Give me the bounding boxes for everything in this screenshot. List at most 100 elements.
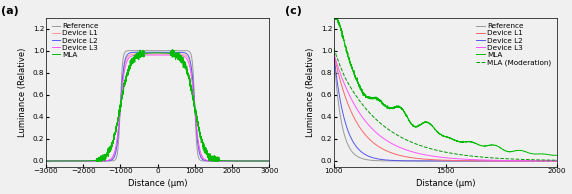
Text: (c): (c): [285, 6, 301, 16]
Line: Reference: Reference: [334, 54, 557, 161]
Reference: [554, 160, 561, 162]
MLA: [331, 16, 337, 18]
Device L1: [266, 160, 273, 162]
Device L2: [128, 51, 135, 54]
MLA (Moderation): [342, 77, 349, 79]
Device L2: [506, 160, 513, 162]
Device L2: [342, 121, 349, 124]
MLA: [93, 160, 100, 162]
Reference: [68, 160, 75, 162]
MLA: [331, 14, 338, 16]
MLA (Moderation): [506, 158, 513, 160]
Device L2: [554, 160, 561, 162]
MLA (Moderation): [547, 159, 554, 161]
Device L1: [81, 160, 88, 162]
MLA: [433, 130, 440, 132]
Line: Device L3: Device L3: [46, 55, 269, 161]
MLA: [237, 160, 244, 162]
Device L1: [331, 53, 337, 55]
Y-axis label: Luminance (Relative): Luminance (Relative): [307, 47, 315, 137]
Device L3: [42, 160, 49, 162]
Reference: [261, 160, 268, 162]
Device L2: [42, 160, 49, 162]
MLA: [547, 154, 554, 156]
Device L1: [433, 159, 440, 161]
X-axis label: Distance (μm): Distance (μm): [128, 179, 187, 188]
Device L3: [138, 54, 145, 56]
Device L3: [331, 53, 337, 55]
Device L2: [261, 160, 268, 162]
Device L3: [237, 160, 244, 162]
Device L2: [266, 160, 273, 162]
Device L2: [547, 160, 554, 162]
Device L1: [68, 160, 75, 162]
Line: Reference: Reference: [46, 51, 269, 161]
Line: MLA: MLA: [334, 15, 557, 155]
Reference: [266, 160, 273, 162]
MLA: [261, 160, 268, 162]
Device L2: [81, 160, 88, 162]
MLA (Moderation): [331, 47, 337, 50]
Reference: [547, 160, 554, 162]
Device L1: [547, 160, 554, 162]
Device L2: [154, 51, 161, 53]
MLA: [128, 60, 135, 63]
Reference: [342, 137, 349, 139]
Legend: Reference, Device L1, Device L2, Device L3, MLA, MLA (Moderation): Reference, Device L1, Device L2, Device …: [474, 21, 554, 68]
MLA: [342, 46, 349, 48]
Device L1: [342, 96, 349, 98]
MLA: [554, 154, 561, 157]
Device L3: [154, 54, 161, 56]
Device L1: [237, 160, 244, 162]
Line: Device L1: Device L1: [334, 54, 557, 161]
MLA: [138, 51, 145, 53]
Device L1: [506, 160, 513, 162]
Line: MLA: MLA: [46, 50, 269, 161]
Device L2: [237, 160, 244, 162]
MLA: [68, 160, 75, 162]
Device L2: [68, 160, 75, 162]
Line: Device L2: Device L2: [46, 52, 269, 161]
MLA: [169, 48, 176, 51]
Device L2: [138, 51, 145, 53]
Reference: [331, 53, 337, 55]
Device L1: [547, 160, 554, 162]
Line: Device L1: Device L1: [46, 54, 269, 161]
Device L2: [439, 160, 446, 162]
Reference: [138, 49, 145, 52]
Y-axis label: Luminance (Relative): Luminance (Relative): [18, 47, 27, 137]
Device L3: [342, 85, 349, 87]
Device L1: [42, 160, 49, 162]
Device L1: [128, 53, 135, 55]
MLA: [266, 160, 273, 162]
Device L2: [433, 160, 440, 162]
MLA (Moderation): [554, 159, 561, 161]
Device L1: [439, 159, 446, 161]
Device L3: [81, 160, 88, 162]
Legend: Reference, Device L1, Device L2, Device L3, MLA: Reference, Device L1, Device L2, Device …: [49, 21, 101, 60]
Reference: [42, 160, 49, 162]
Device L3: [266, 160, 273, 162]
Reference: [128, 49, 135, 52]
Reference: [433, 160, 440, 162]
Device L3: [439, 156, 446, 158]
Device L3: [554, 160, 561, 162]
MLA: [551, 154, 558, 157]
MLA (Moderation): [439, 150, 446, 153]
Device L2: [260, 160, 267, 162]
Reference: [237, 160, 244, 162]
Device L1: [554, 160, 561, 162]
MLA: [547, 154, 554, 156]
Reference: [154, 49, 161, 52]
Reference: [232, 160, 239, 162]
MLA: [42, 160, 49, 162]
Device L2: [331, 53, 337, 55]
Device L3: [68, 160, 75, 162]
X-axis label: Distance (μm): Distance (μm): [416, 179, 475, 188]
Device L3: [547, 160, 554, 162]
MLA (Moderation): [547, 159, 554, 161]
Device L3: [506, 159, 513, 162]
Reference: [547, 160, 554, 162]
Line: MLA (Moderation): MLA (Moderation): [334, 48, 557, 160]
Line: Device L2: Device L2: [334, 54, 557, 161]
